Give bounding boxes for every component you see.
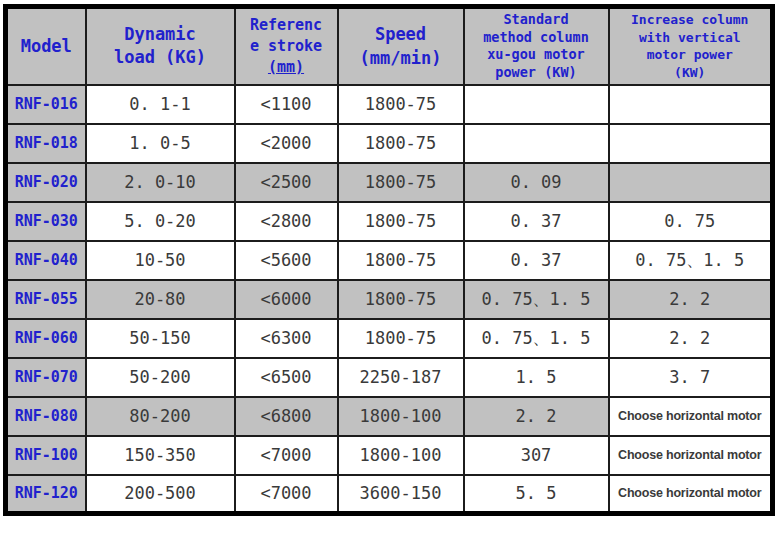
model-cell: RNF-080 (6, 397, 86, 436)
stroke-cell: <1100 (235, 85, 338, 124)
speed-cell: 1800-75 (338, 319, 464, 358)
model-cell: RNF-016 (6, 85, 86, 124)
standard-power-cell: 0. 37 (464, 241, 609, 280)
increase-power-cell: 0. 75、1. 5 (609, 241, 773, 280)
stroke-cell: <6800 (235, 397, 338, 436)
standard-power-cell: 1. 5 (464, 358, 609, 397)
table-row: RNF-120 200-500 <7000 3600-150 5. 5 Choo… (6, 475, 773, 514)
col-header-speed: Speed (mm/min) (338, 7, 464, 85)
model-cell: RNF-070 (6, 358, 86, 397)
load-cell: 2. 0-10 (86, 163, 235, 202)
increase-power-cell: 2. 2 (609, 280, 773, 319)
table-row: RNF-016 0. 1-1 <1100 1800-75 (6, 85, 773, 124)
header-text: Model (8, 37, 85, 56)
standard-power-cell: 0. 09 (464, 163, 609, 202)
load-cell: 80-200 (86, 397, 235, 436)
standard-power-cell (464, 124, 609, 163)
load-cell: 10-50 (86, 241, 235, 280)
standard-power-cell (464, 85, 609, 124)
table-row: RNF-100 150-350 <7000 1800-100 307 Choos… (6, 436, 773, 475)
standard-power-cell: 0. 37 (464, 202, 609, 241)
header-row: Model Dynamic load (KG) Referenc e strok… (6, 7, 773, 85)
increase-power-cell (609, 124, 773, 163)
table-row: RNF-020 2. 0-10 <2500 1800-75 0. 09 (6, 163, 773, 202)
model-cell: RNF-030 (6, 202, 86, 241)
stroke-cell: <7000 (235, 436, 338, 475)
load-cell: 20-80 (86, 280, 235, 319)
model-cell: RNF-055 (6, 280, 86, 319)
speed-cell: 3600-150 (338, 475, 464, 514)
col-header-reference-stroke: Referenc e stroke (mm) (235, 7, 338, 85)
increase-power-cell: 3. 7 (609, 358, 773, 397)
stroke-cell: <2000 (235, 124, 338, 163)
increase-power-cell: Choose horizontal motor (609, 475, 773, 514)
speed-cell: 1800-75 (338, 202, 464, 241)
stroke-cell: <6300 (235, 319, 338, 358)
stroke-cell: <2500 (235, 163, 338, 202)
table-row: RNF-018 1. 0-5 <2000 1800-75 (6, 124, 773, 163)
load-cell: 200-500 (86, 475, 235, 514)
standard-power-cell: 2. 2 (464, 397, 609, 436)
spec-table: Model Dynamic load (KG) Referenc e strok… (3, 4, 775, 516)
increase-power-cell: 0. 75 (609, 202, 773, 241)
speed-cell: 1800-100 (338, 436, 464, 475)
load-cell: 5. 0-20 (86, 202, 235, 241)
speed-cell: 1800-75 (338, 85, 464, 124)
standard-power-cell: 0. 75、1. 5 (464, 319, 609, 358)
model-cell: RNF-018 (6, 124, 86, 163)
increase-power-cell: Choose horizontal motor (609, 436, 773, 475)
model-cell: RNF-040 (6, 241, 86, 280)
load-cell: 50-150 (86, 319, 235, 358)
load-cell: 150-350 (86, 436, 235, 475)
speed-cell: 1800-75 (338, 280, 464, 319)
load-cell: 0. 1-1 (86, 85, 235, 124)
standard-power-cell: 307 (464, 436, 609, 475)
speed-cell: 1800-75 (338, 163, 464, 202)
model-cell: RNF-120 (6, 475, 86, 514)
increase-power-cell: 2. 2 (609, 319, 773, 358)
table-row: RNF-070 50-200 <6500 2250-187 1. 5 3. 7 (6, 358, 773, 397)
table-row: RNF-080 80-200 <6800 1800-100 2. 2 Choos… (6, 397, 773, 436)
stroke-cell: <6000 (235, 280, 338, 319)
stroke-cell: <5600 (235, 241, 338, 280)
stroke-cell: <7000 (235, 475, 338, 514)
table-row: RNF-055 20-80 <6000 1800-75 0. 75、1. 5 2… (6, 280, 773, 319)
speed-cell: 1800-75 (338, 241, 464, 280)
increase-power-cell: Choose horizontal motor (609, 397, 773, 436)
col-header-standard-power: Standard method column xu-gou motor powe… (464, 7, 609, 85)
increase-power-cell (609, 85, 773, 124)
standard-power-cell: 0. 75、1. 5 (464, 280, 609, 319)
speed-cell: 1800-75 (338, 124, 464, 163)
stroke-cell: <2800 (235, 202, 338, 241)
load-cell: 1. 0-5 (86, 124, 235, 163)
table-row: RNF-030 5. 0-20 <2800 1800-75 0. 37 0. 7… (6, 202, 773, 241)
stroke-cell: <6500 (235, 358, 338, 397)
col-header-dynamic-load: Dynamic load (KG) (86, 7, 235, 85)
increase-power-cell (609, 163, 773, 202)
col-header-increase-power: Increase column with vertical motor powe… (609, 7, 773, 85)
speed-cell: 1800-100 (338, 397, 464, 436)
speed-cell: 2250-187 (338, 358, 464, 397)
model-cell: RNF-060 (6, 319, 86, 358)
table-row: RNF-040 10-50 <5600 1800-75 0. 37 0. 75、… (6, 241, 773, 280)
page: Model Dynamic load (KG) Referenc e strok… (0, 0, 784, 520)
table-row: RNF-060 50-150 <6300 1800-75 0. 75、1. 5 … (6, 319, 773, 358)
model-cell: RNF-100 (6, 436, 86, 475)
model-cell: RNF-020 (6, 163, 86, 202)
standard-power-cell: 5. 5 (464, 475, 609, 514)
col-header-model: Model (6, 7, 86, 85)
load-cell: 50-200 (86, 358, 235, 397)
